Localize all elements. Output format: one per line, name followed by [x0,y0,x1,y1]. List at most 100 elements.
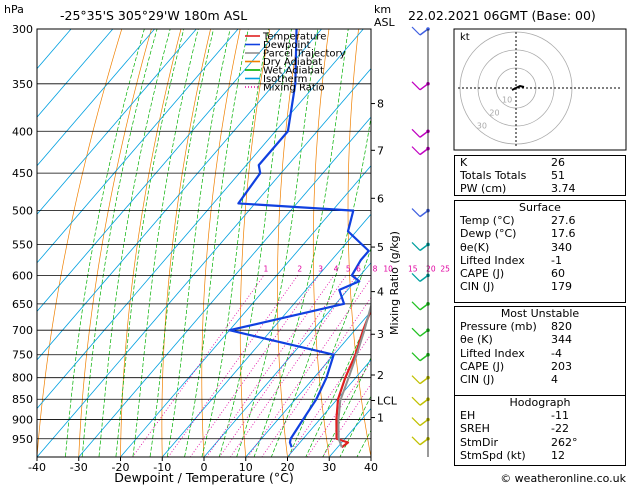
temperature-tick-label: -10 [153,461,171,474]
wet-adiabat-line [253,29,349,457]
mu-label: Lifted Index [460,346,525,360]
wind-barb-flag [411,26,421,36]
wet-adiabat-line [65,29,145,457]
dry-adiabat-line [120,29,182,457]
mu-value: 820 [551,320,572,334]
temperature-tick-label: -20 [112,461,130,474]
index-label: PW (cm) [460,182,507,196]
wind-barb-flag [411,327,421,337]
wet-adiabat-line [218,29,292,457]
legend-label: Temperature [262,32,326,43]
hodo-value: -11 [551,409,569,423]
km-label: km [374,3,391,16]
pressure-tick-label: 300 [12,23,33,36]
mixing-ratio-line [167,275,299,457]
table-row: PW (cm) 3.74 [455,182,625,195]
x-axis-label: Dewpoint / Temperature (°C) [114,470,293,485]
wind-barb-flag [411,352,421,362]
dry-adiabat-line [277,29,300,457]
hodograph-unit-label: kt [460,32,470,43]
surface-label: Lifted Index [460,253,525,267]
wet-adiabat-line [115,29,185,457]
mixing-ratio-label: 5 [346,264,351,273]
mixing-ratio-label: 10 [383,264,393,273]
km-tick-label: LCL [377,394,398,407]
mixing-ratio-line [219,275,347,457]
table-row: SREH -22 [455,422,625,435]
mu-label: CIN (J) [460,373,495,387]
most-unstable-table: Most Unstable Pressure (mb) 820 θe (K) 344… [454,306,626,396]
pressure-tick-label: 400 [12,125,33,138]
asl-label: ASL [374,16,396,29]
credit-text: © weatheronline.co.uk [500,472,626,485]
surface-table: Surface Temp (°C) 27.6 Dewp (°C) 17.6 θe(K… [454,200,626,303]
table-row: Temp (°C) 27.6 [455,214,625,227]
wet-adiabat-line [81,29,158,457]
mixing-ratio-line [287,333,371,457]
wind-barb-flag [411,81,421,91]
wet-adiabat-line [270,114,371,457]
hodograph-ring-label: 10 [502,95,512,104]
wind-barb-flag [411,396,421,406]
table-row: Lifted Index -1 [455,254,625,267]
temperature-tick-label: -40 [28,461,46,474]
table-row: CAPE (J) 203 [455,360,625,373]
isotherm-line [78,116,371,457]
hodo-label: StmSpd (kt) [460,448,526,462]
pressure-tick-label: 550 [12,238,33,251]
table-row: θe(K) 340 [455,241,625,254]
hodograph-ring-label: 30 [477,121,487,130]
surface-label: θe(K) [460,240,490,254]
pressure-tick-label: 650 [12,298,33,311]
table-row: StmDir 262° [455,436,625,449]
hodograph-frame [453,28,627,151]
km-tick-label: 8 [377,98,384,111]
surface-value: 179 [551,280,572,294]
legend-label: Isotherm [263,74,307,85]
km-tick-label: 5 [377,241,384,254]
isotherm-line [37,29,155,167]
mu-label: Pressure (mb) [460,320,537,334]
mixing-ratio-line [322,383,371,457]
wet-adiabat-line [149,29,214,457]
table-row: CAPE (J) 60 [455,267,625,280]
isotherm-line [203,262,371,457]
isotherm-line [287,359,371,457]
temperature-tick-label: -30 [70,461,88,474]
pressure-tick-label: 800 [12,372,33,385]
mu-value: 203 [551,359,572,373]
mu-label: CAPE (J) [460,359,505,373]
mixing-ratio-label: 4 [334,264,339,273]
wet-adiabat-line [236,29,319,457]
table-row: Totals Totals 51 [455,169,625,182]
surface-value: 60 [551,267,565,281]
series-parcel-trajectory [337,302,371,448]
isotherm-line [37,29,281,312]
pressure-tick-label: 850 [12,393,33,406]
wet-adiabat-line [305,311,371,457]
index-value: 51 [551,169,565,183]
mixing-ratio-line [306,361,371,457]
axes: 1 2 3 4 5 6 8 10 15 20 253003504004505005506006507… [12,23,450,474]
series-dewpoint [228,29,370,448]
surface-value: 27.6 [551,214,576,228]
surface-label: Temp (°C) [460,214,515,228]
isotherm-line [161,213,371,457]
datetime-title: 22.02.2021 06GMT (Base: 00) [408,8,596,23]
profile-lines [228,29,371,449]
hodo-label: StmDir [460,435,499,449]
mixing-ratio-label: 20 [426,264,436,273]
mixing-ratio-line [132,275,265,457]
mu-value: 344 [551,333,572,347]
hodograph-table-title: Hodograph [509,396,571,409]
pressure-tick-label: 450 [12,167,33,180]
pressure-tick-label: 600 [12,269,33,282]
hodograph-trace [511,84,525,91]
background-lines [37,29,371,457]
location-title: -25°35'S 305°29'W 180m ASL [60,8,247,23]
wet-adiabat-line [132,29,199,457]
km-tick-label: 2 [377,369,384,382]
index-value: 3.74 [551,182,576,196]
hodograph-ring-label: 20 [489,108,499,117]
